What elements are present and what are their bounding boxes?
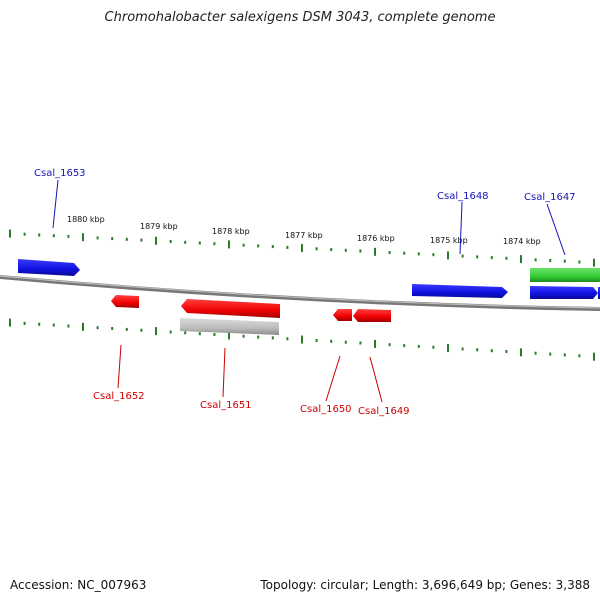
map-title: Chromohalobacter salexigens DSM 3043, co… <box>104 10 496 25</box>
kbp-label-1874: 1874 kbp <box>503 237 541 246</box>
gene-label-csal-1648[interactable]: Csal_1648 <box>437 191 489 202</box>
gene-label-csal-1650[interactable]: Csal_1650 <box>300 404 352 415</box>
gene-label-csal-1647[interactable]: Csal_1647 <box>524 192 576 203</box>
gene-csal-1647-tail <box>598 287 600 299</box>
gene-label-csal-1652[interactable]: Csal_1652 <box>93 391 145 402</box>
genome-stats-text: Topology: circular; Length: 3,696,649 bp… <box>260 578 590 592</box>
gene-csal-1647-arrow[interactable] <box>530 286 598 299</box>
gene-label-csal-1649[interactable]: Csal_1649 <box>358 406 410 417</box>
leader-csal-1653 <box>52 179 59 229</box>
lower-tick-row <box>9 318 595 361</box>
gene-csal-1651-pseudo-bar[interactable] <box>180 318 279 335</box>
gene-csal-1651-arrow[interactable] <box>181 299 280 318</box>
gene-label-csal-1651[interactable]: Csal_1651 <box>200 400 252 411</box>
kbp-label-1879: 1879 kbp <box>140 222 178 231</box>
kbp-label-1875: 1875 kbp <box>430 236 468 245</box>
gene-csal-1652-arrow[interactable] <box>111 295 139 308</box>
leader-csal-1651 <box>222 347 226 398</box>
gene-csal-1648-arrow[interactable] <box>412 284 508 298</box>
leader-csal-1647 <box>546 203 566 256</box>
gene-csal-1653-arrow[interactable] <box>18 259 80 276</box>
upper-tick-row <box>9 229 595 267</box>
gene-csal-1650-arrow[interactable] <box>333 309 352 321</box>
kbp-label-1878: 1878 kbp <box>212 227 250 236</box>
kbp-label-1880: 1880 kbp <box>67 215 105 224</box>
leader-csal-1648 <box>459 201 463 255</box>
accession-text: Accession: NC_007963 <box>10 578 147 592</box>
kbp-label-1877: 1877 kbp <box>285 231 323 240</box>
genome-backbone <box>0 275 600 311</box>
gene-csal-1649-arrow[interactable] <box>353 309 391 322</box>
leader-csal-1649 <box>369 356 383 403</box>
rna-feature-bar[interactable] <box>530 268 600 282</box>
leader-csal-1652 <box>117 344 122 389</box>
gene-label-csal-1653[interactable]: Csal_1653 <box>34 168 86 179</box>
kbp-label-1876: 1876 kbp <box>357 234 395 243</box>
leader-csal-1650 <box>325 355 341 402</box>
